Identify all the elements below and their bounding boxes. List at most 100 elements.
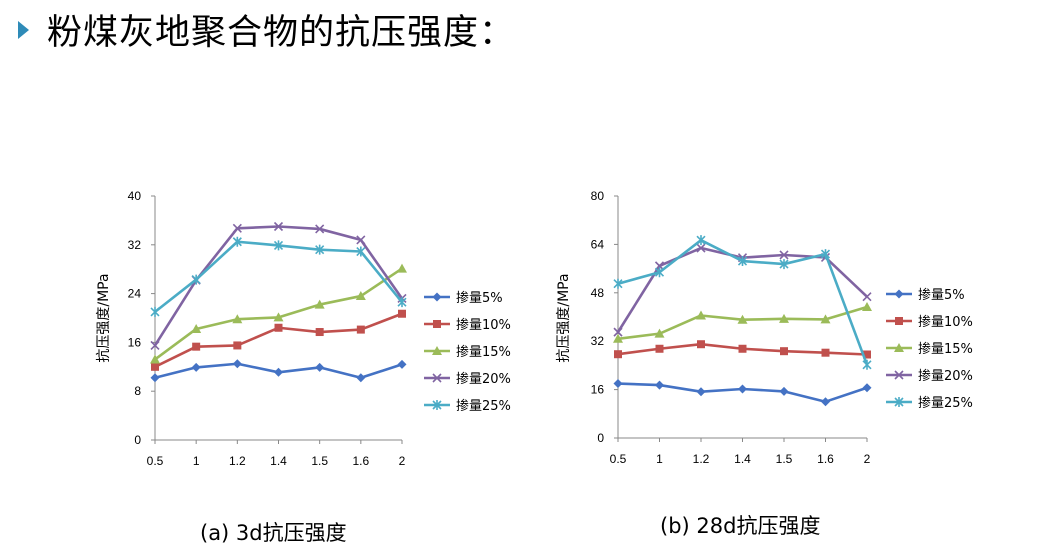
series-line-3d	[154, 312, 403, 368]
data-point-3d	[150, 373, 160, 383]
data-point-3d	[356, 235, 366, 245]
data-point-28d	[738, 344, 747, 353]
data-point-28d	[820, 314, 831, 324]
legend-label-28d: 掺量5%	[918, 287, 965, 303]
data-point-28d	[863, 350, 871, 359]
legend-label-3d: 掺量5%	[456, 290, 503, 306]
data-point-3d	[273, 312, 284, 322]
y-tick-label-28d: 16	[591, 383, 605, 397]
legend-marker-28d	[894, 370, 904, 380]
data-point-3d	[191, 274, 201, 285]
data-point-28d	[862, 292, 872, 302]
y-tick-label-28d: 48	[591, 286, 605, 300]
data-point-28d	[654, 328, 665, 338]
series-28d-0	[613, 379, 872, 407]
data-point-28d	[779, 386, 789, 396]
legend-label-3d: 掺量25%	[456, 398, 511, 414]
legend-label-28d: 掺量10%	[918, 314, 973, 330]
data-point-3d	[274, 367, 283, 377]
data-point-3d	[397, 297, 407, 308]
data-point-3d	[397, 263, 407, 273]
data-point-28d	[696, 243, 706, 253]
data-point-3d	[356, 325, 365, 334]
series-28d-2	[613, 302, 872, 343]
legend-label-3d: 掺量15%	[456, 344, 511, 360]
data-point-28d	[779, 313, 789, 323]
data-point-3d	[150, 340, 160, 351]
data-point-28d	[738, 384, 747, 394]
x-tick-label-28d: 1.6	[817, 452, 834, 466]
x-tick-label-28d: 1.4	[734, 452, 751, 466]
data-point-28d	[613, 379, 623, 389]
data-point-3d	[315, 362, 325, 372]
slide-title-text: 粉煤灰地聚合物的抗压强度：	[47, 12, 516, 53]
data-point-28d	[820, 249, 831, 260]
y-tick-label-28d: 64	[591, 237, 605, 251]
x-tick-label-3d: 1.4	[270, 454, 287, 468]
data-point-3d	[398, 309, 406, 318]
series-3d-4	[150, 236, 407, 317]
data-point-28d	[613, 327, 623, 337]
x-tick-label-28d: 1	[656, 452, 663, 466]
data-point-28d	[696, 310, 706, 320]
x-tick-label-28d: 2	[864, 452, 871, 466]
data-point-28d	[821, 397, 830, 407]
chart-group-28d: 0 16 32 48 64 80 0.5 1 1.2 1.4 1.5 1.6 2 抗压强度/MPa 掺量5%…	[556, 189, 973, 466]
legend-label-28d: 掺量15%	[918, 341, 973, 357]
data-point-28d	[697, 340, 705, 349]
y-tick-label-3d: 40	[128, 189, 142, 203]
chart-caption-28d: (b) 28d抗压强度	[660, 514, 821, 538]
triangle-bullet-icon	[18, 21, 29, 39]
data-point-3d	[192, 342, 201, 351]
y-axis-label-3d: 抗压强度/MPa	[96, 273, 112, 362]
data-point-28d	[862, 359, 872, 370]
y-tick-label-28d: 0	[597, 431, 604, 445]
legend-marker-28d	[895, 317, 903, 325]
chart-caption-3d: (a) 3d抗压强度	[200, 521, 347, 545]
data-point-28d	[614, 350, 622, 359]
x-tick-label-3d: 2	[399, 454, 406, 468]
legend-marker-28d	[894, 343, 904, 352]
y-tick-label-28d: 32	[591, 334, 605, 348]
data-point-3d	[356, 246, 366, 257]
x-tick-label-28d: 0.5	[610, 452, 627, 466]
series-28d-4	[613, 235, 872, 370]
series-3d-0	[150, 359, 407, 383]
data-point-28d	[654, 267, 665, 278]
data-point-28d	[862, 302, 872, 312]
chart-group-3d: 0 8 16 24 32 40 0.5 1 1.2 1.4 1.5 1.6 2 抗压强度/MPa 掺量5% 掺…	[96, 189, 511, 468]
data-point-28d	[613, 333, 623, 343]
data-point-3d	[356, 373, 366, 383]
y-tick-label-3d: 0	[134, 433, 141, 447]
series-3d-2	[150, 263, 407, 364]
data-point-28d	[696, 387, 706, 397]
data-point-28d	[613, 278, 623, 289]
legend-label-3d: 掺量10%	[456, 317, 511, 333]
y-tick-label-28d: 80	[591, 189, 605, 203]
legend-label-3d: 掺量20%	[456, 371, 511, 387]
y-axis-label-28d: 抗压强度/MPa	[556, 273, 572, 362]
data-point-28d	[862, 383, 872, 393]
series-3d-1	[151, 309, 406, 371]
legend-label-28d: 掺量25%	[918, 395, 973, 411]
series-28d-1	[614, 340, 871, 359]
data-point-3d	[191, 362, 201, 372]
legend-marker-28d	[894, 289, 904, 299]
data-point-3d	[397, 359, 407, 369]
data-point-3d	[232, 314, 243, 324]
y-tick-label-3d: 32	[128, 238, 142, 252]
data-point-3d	[232, 223, 242, 233]
x-tick-label-3d: 1	[193, 454, 200, 468]
data-point-28d	[696, 235, 706, 246]
data-point-28d	[779, 259, 789, 270]
data-point-3d	[232, 236, 242, 247]
data-point-3d	[150, 306, 160, 317]
data-point-28d	[655, 380, 664, 390]
data-point-28d	[655, 344, 664, 353]
data-point-3d	[151, 362, 159, 371]
data-point-3d	[274, 323, 283, 332]
legend-marker-28d	[894, 397, 904, 407]
data-point-3d	[315, 244, 325, 255]
data-point-28d	[780, 347, 788, 356]
x-tick-label-3d: 1.6	[352, 454, 369, 468]
